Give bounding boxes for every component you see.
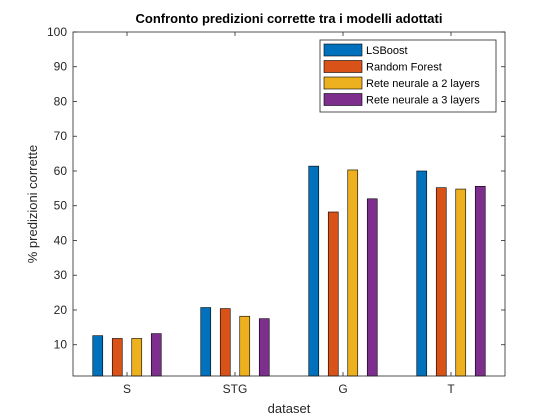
- legend-swatch: [323, 93, 363, 106]
- axes-group: [72, 31, 506, 377]
- x-axis-label: dataset: [268, 401, 311, 416]
- bar-random-forest-g: [327, 211, 339, 377]
- y-tick-label: 90: [54, 60, 68, 74]
- chart-title: Confronto predizioni corrette tra i mode…: [136, 11, 443, 26]
- bar-rete-neurale-a-2-layers-t: [455, 188, 467, 377]
- bar-lsboost-t: [416, 170, 428, 377]
- legend-swatch: [323, 43, 363, 57]
- legend-entry-label: LSBoost: [366, 45, 408, 57]
- y-tick-label: 50: [54, 199, 68, 213]
- axes-box: [72, 31, 506, 377]
- y-tick-label: 70: [54, 129, 68, 143]
- bar-random-forest-s: [111, 338, 123, 377]
- y-tick-label: 20: [54, 303, 68, 317]
- y-axis-label: % predizioni corrette: [25, 145, 40, 264]
- bar-rete-neurale-a-3-layers-s: [150, 333, 162, 377]
- bar-rete-neurale-a-3-layers-g: [366, 198, 378, 377]
- bar-lsboost-g: [308, 165, 320, 377]
- legend-entry-label: Rete neurale a 3 layers: [366, 95, 480, 107]
- y-tick-label: 100: [47, 25, 67, 39]
- bar-rete-neurale-a-2-layers-s: [131, 338, 143, 377]
- bar-rete-neurale-a-3-layers-stg: [258, 318, 270, 377]
- legend-swatch: [323, 60, 363, 73]
- legend-swatch: [323, 76, 363, 90]
- bar-random-forest-t: [435, 187, 447, 377]
- x-tick-label: S: [123, 382, 131, 396]
- legend-entry-label: Rete neurale a 2 layers: [366, 78, 480, 90]
- ticks-group: 10 20 30 40 50 60 70 80 90 100 S STG G T: [47, 25, 505, 396]
- x-tick-label: STG: [223, 382, 248, 396]
- bar-rete-neurale-a-2-layers-stg: [239, 315, 251, 377]
- y-tick-label: 10: [54, 338, 68, 352]
- bar-lsboost-stg: [200, 307, 212, 377]
- bar-rete-neurale-a-2-layers-g: [347, 169, 359, 377]
- legend: LSBoost Random Forest Rete neurale a 2 lay…: [319, 39, 497, 113]
- x-tick-label: T: [447, 382, 455, 396]
- bar-lsboost-s: [92, 335, 104, 377]
- y-tick-label: 60: [54, 164, 68, 178]
- bar-random-forest-stg: [219, 308, 231, 377]
- legend-entry-label: Random Forest: [366, 62, 442, 74]
- legend-items: LSBoost Random Forest Rete neurale a 2 lay…: [323, 43, 480, 107]
- y-tick-label: 80: [54, 94, 68, 108]
- y-tick-label: 40: [54, 233, 68, 247]
- x-tick-label: G: [338, 382, 347, 396]
- y-tick-label: 30: [54, 268, 68, 282]
- bar-rete-neurale-a-3-layers-t: [474, 185, 486, 377]
